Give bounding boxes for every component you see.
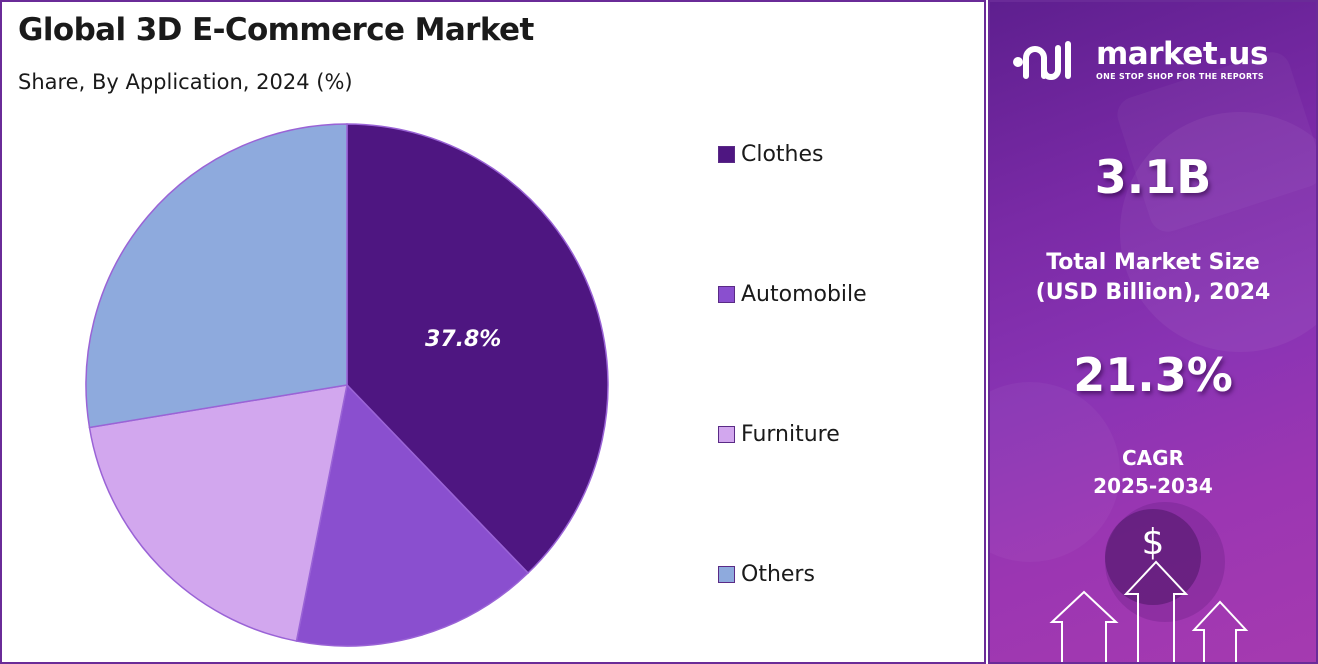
market-size-label-line2: (USD Billion), 2024 (1035, 280, 1271, 305)
chart-title: Global 3D E-Commerce Market (18, 12, 534, 48)
legend-item-furniture: Furniture (718, 421, 840, 447)
pie-slice-automobile (295, 383, 530, 647)
brand-logo: market.us ONE STOP SHOP FOR THE REPORTS (1010, 36, 1300, 84)
legend-swatch (718, 285, 735, 303)
cagr-label-line1: CAGR (1122, 446, 1184, 470)
brand-tagline: ONE STOP SHOP FOR THE REPORTS (1096, 72, 1264, 81)
pie-slice-furniture (88, 384, 348, 642)
market-size-label: Total Market Size (USD Billion), 2024 (990, 248, 1316, 308)
legend-item-others: Others (718, 561, 815, 587)
market-size-label-line1: Total Market Size (1046, 250, 1260, 275)
pie-chart: 37.8% (85, 123, 609, 647)
background-decoration (990, 52, 1316, 622)
market-us-logo-icon (1013, 41, 1071, 80)
summary-panel: market.us ONE STOP SHOP FOR THE REPORTS … (988, 0, 1318, 664)
growth-arrows-icon: $ (1049, 509, 1249, 662)
legend-swatch (718, 145, 735, 163)
chart-subtitle: Share, By Application, 2024 (%) (18, 70, 353, 94)
legend-label: Clothes (741, 141, 824, 167)
data-label-clothes: 37.8% (425, 327, 501, 352)
legend-label: Others (741, 561, 815, 587)
cagr-label-line2: 2025-2034 (1093, 474, 1213, 498)
legend-swatch (718, 565, 735, 583)
cagr-label: CAGR 2025-2034 (990, 444, 1316, 500)
legend-item-clothes: Clothes (718, 141, 824, 167)
legend-swatch (718, 425, 735, 443)
currency-symbol: $ (1142, 522, 1165, 563)
pie-slice-clothes (346, 123, 609, 575)
brand-name: market.us (1096, 36, 1268, 72)
chart-panel: Global 3D E-Commerce Market Share, By Ap… (0, 0, 986, 664)
legend-label: Automobile (741, 281, 867, 307)
cagr-value: 21.3% (1073, 348, 1233, 402)
pie-slice-others (85, 123, 348, 429)
legend-item-automobile: Automobile (718, 281, 867, 307)
market-size-value: 3.1B (1094, 150, 1212, 204)
legend-label: Furniture (741, 421, 840, 447)
